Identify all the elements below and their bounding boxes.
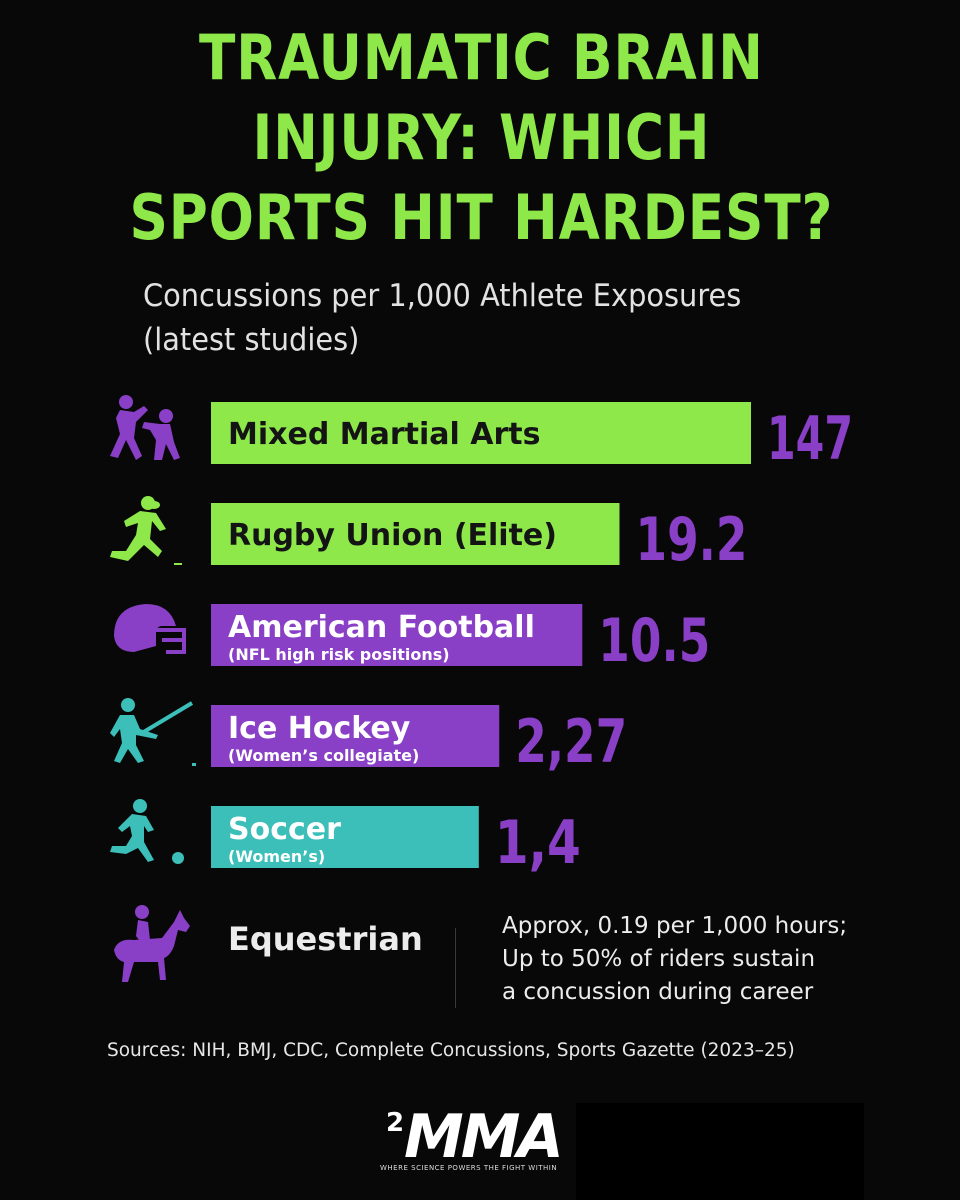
divider — [455, 928, 456, 1008]
subtitle-line: (latest studies) — [143, 322, 360, 358]
bar — [211, 503, 620, 565]
bar-category-label: Mixed Martial Arts — [228, 417, 540, 452]
title-line: TRAUMATIC BRAIN — [199, 21, 764, 94]
logo-tagline: WHERE SCIENCE POWERS THE FIGHT WITHIN — [380, 1164, 558, 1172]
note-line: Approx, 0.19 per 1,000 hours; — [502, 913, 848, 939]
note-line: Up to 50% of riders sustain — [502, 946, 816, 972]
bar-sublabel: (NFL high risk positions) — [228, 645, 450, 664]
bar-category-label: Ice Hockey — [228, 711, 411, 746]
rugby-player-icon — [110, 496, 182, 565]
horse-rider-icon — [114, 905, 190, 982]
bar — [211, 806, 479, 868]
bar-value-label: 2,27 — [515, 707, 627, 777]
bar-value-label: 147 — [767, 404, 853, 474]
subtitle-line: Concussions per 1,000 Athlete Exposures — [143, 278, 742, 314]
bar — [211, 604, 583, 666]
title-line: SPORTS HIT HARDEST? — [129, 181, 834, 254]
chart-subtitle: Concussions per 1,000 Athlete Exposures … — [143, 274, 813, 362]
bar — [211, 705, 500, 767]
bar-category-label: American Football — [228, 610, 535, 645]
black-box — [576, 1103, 864, 1200]
football-helmet-icon — [114, 604, 186, 654]
title-line: INJURY: WHICH — [252, 101, 711, 174]
logo-wordmark: MMA — [404, 1102, 564, 1172]
equestrian-note: Approx, 0.19 per 1,000 hours; Up to 50% … — [502, 910, 902, 1009]
bar-category-label: Soccer — [228, 812, 341, 847]
logo-superscript: 2 — [386, 1108, 405, 1138]
mma-fighters-icon — [110, 395, 180, 460]
note-line: a concussion during career — [502, 979, 814, 1005]
page-title: TRAUMATIC BRAIN INJURY: WHICH SPORTS HIT… — [69, 18, 895, 258]
bar — [211, 402, 751, 464]
bar-value-label: 10.5 — [598, 606, 710, 676]
bar-sublabel: (Women’s collegiate) — [228, 746, 419, 765]
bar-chart: Mixed Martial Arts 147 Rugby Union (Elite)… — [110, 395, 853, 878]
bar-category-label: Rugby Union (Elite) — [228, 518, 557, 553]
hockey-player-icon — [110, 698, 196, 766]
bar-sublabel: (Women’s) — [228, 847, 325, 866]
brand-logo: 2 MMA WHERE SCIENCE POWERS THE FIGHT WIT… — [380, 1102, 590, 1180]
equestrian-label: Equestrian — [228, 920, 423, 958]
bar-value-label: 19.2 — [635, 505, 747, 575]
soccer-player-icon — [110, 799, 184, 864]
sources-note: Sources: NIH, BMJ, CDC, Complete Concuss… — [107, 1040, 795, 1061]
bar-value-label: 1,4 — [495, 808, 581, 878]
